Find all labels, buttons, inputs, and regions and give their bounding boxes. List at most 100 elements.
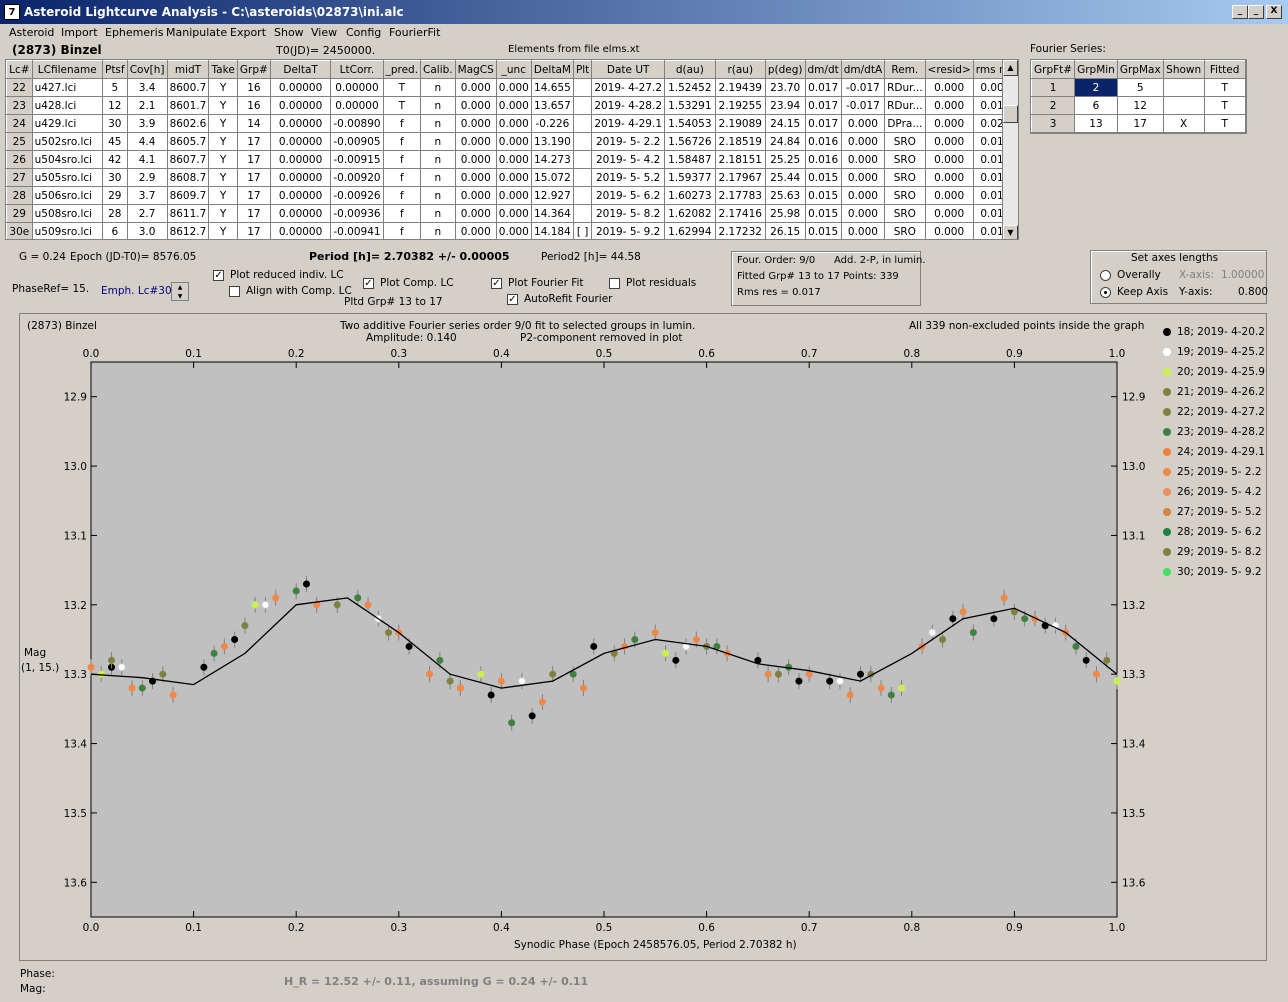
table-cell[interactable]: 26.15 (764, 222, 806, 239)
table-cell[interactable]: -0.00905 (330, 132, 384, 151)
table-row[interactable]: 26 u504sro.lci 42 4.1 8607.7 Y 17 0.00000 -0.009… (6, 150, 1018, 169)
lc-col-header[interactable]: DeltaT (269, 60, 332, 79)
table-cell[interactable]: 0.000 (495, 186, 532, 205)
table-cell[interactable]: 3.7 (126, 186, 168, 205)
table-cell[interactable]: f (382, 114, 422, 133)
table-cell[interactable]: 1.52452 (664, 78, 716, 97)
fourier-cell[interactable]: 2 (1030, 96, 1076, 115)
table-cell[interactable]: 26 (6, 150, 33, 169)
lc-col-header[interactable]: midT (166, 60, 210, 79)
lc-col-header[interactable]: dm/dt (804, 60, 842, 79)
table-cell[interactable]: 0.000 (924, 150, 974, 169)
table-cell[interactable]: 2019- 5- 5.2 (591, 168, 666, 187)
table-cell[interactable]: T (382, 96, 422, 115)
table-cell[interactable]: n (420, 150, 456, 169)
table-cell[interactable]: 45 (101, 132, 128, 151)
scroll-up-icon[interactable]: ▲ (1003, 60, 1018, 76)
table-cell[interactable]: 0.000 (454, 150, 497, 169)
table-cell[interactable]: -0.00890 (330, 114, 384, 133)
table-cell[interactable]: 0.000 (454, 204, 497, 223)
table-cell[interactable]: SRO (884, 222, 926, 239)
table-cell[interactable]: u504sro.lci (31, 150, 103, 169)
table-cell[interactable]: 5 (101, 78, 128, 97)
fourier-cell[interactable]: 12 (1116, 96, 1164, 115)
table-cell[interactable]: 1.56726 (664, 132, 716, 151)
table-cell[interactable]: 0.000 (924, 222, 974, 239)
table-cell[interactable]: 2.19089 (714, 114, 766, 133)
table-cell[interactable]: 42 (101, 150, 128, 169)
table-cell[interactable]: 28 (6, 186, 33, 205)
fourier-row[interactable]: 3 13 17 X T (1030, 114, 1246, 133)
table-cell[interactable]: RDur... (884, 78, 926, 97)
plot-residuals-checkbox[interactable] (609, 278, 620, 289)
lc-col-header[interactable]: Grp# (236, 60, 271, 79)
plot-fourier-checkbox[interactable]: ✓ (491, 278, 502, 289)
table-cell[interactable]: 0.000 (454, 132, 497, 151)
table-cell[interactable]: f (382, 168, 422, 187)
lc-col-header[interactable]: Lc# (6, 60, 33, 79)
table-cell[interactable]: 0.000 (840, 204, 886, 223)
table-cell[interactable]: 6 (101, 222, 128, 239)
table-cell[interactable]: [ ] (572, 222, 593, 239)
table-cell[interactable]: 8612.7 (166, 222, 210, 239)
table-cell[interactable]: f (382, 132, 422, 151)
fourier-col-header[interactable]: Shown (1162, 60, 1205, 79)
lc-col-header[interactable]: _unc (495, 60, 532, 79)
table-cell[interactable]: 2019- 4-27.2 (591, 78, 666, 97)
fourier-cell[interactable]: 17 (1116, 114, 1164, 133)
table-cell[interactable]: T (382, 78, 422, 97)
table-cell[interactable]: 0.00000 (269, 78, 332, 97)
table-cell[interactable]: 0.000 (495, 204, 532, 223)
table-cell[interactable]: Y (208, 168, 238, 187)
table-cell[interactable]: 2.18151 (714, 150, 766, 169)
table-cell[interactable]: 1.59377 (664, 168, 716, 187)
table-cell[interactable]: 30 (101, 114, 128, 133)
table-cell[interactable]: 0.000 (840, 222, 886, 239)
lc-col-header[interactable]: p(deg) (764, 60, 806, 79)
fourier-cell[interactable]: 1 (1030, 78, 1076, 97)
table-cell[interactable]: 25.63 (764, 186, 806, 205)
fourier-cell[interactable] (1162, 96, 1205, 115)
menu-import[interactable]: Import (61, 26, 98, 39)
table-cell[interactable]: 30 (101, 168, 128, 187)
table-cell[interactable]: 1.62994 (664, 222, 716, 239)
menu-manipulate[interactable]: Manipulate (166, 26, 228, 39)
lc-col-header[interactable]: DeltaM (530, 60, 574, 79)
table-row[interactable]: 29 u508sro.lci 28 2.7 8611.7 Y 17 0.00000 -0.009… (6, 204, 1018, 223)
table-cell[interactable]: Y (208, 114, 238, 133)
table-cell[interactable]: 1.53291 (664, 96, 716, 115)
fourier-cell[interactable]: 13 (1074, 114, 1118, 133)
fourier-col-header[interactable]: GrpMax (1116, 60, 1164, 79)
table-cell[interactable]: 0.000 (495, 78, 532, 97)
table-cell[interactable]: 0.00000 (269, 96, 332, 115)
table-cell[interactable]: SRO (884, 186, 926, 205)
table-cell[interactable]: n (420, 114, 456, 133)
lc-col-header[interactable]: dm/dtA (840, 60, 886, 79)
table-cell[interactable]: n (420, 222, 456, 239)
table-cell[interactable]: 2.18519 (714, 132, 766, 151)
table-cell[interactable]: 0.00000 (269, 168, 332, 187)
close-button[interactable]: X (1266, 5, 1282, 19)
table-cell[interactable]: 0.00000 (269, 222, 332, 239)
table-cell[interactable]: Y (208, 150, 238, 169)
fourier-row[interactable]: 2 6 12 T (1030, 96, 1246, 115)
table-cell[interactable]: 2.7 (126, 204, 168, 223)
table-cell[interactable]: 2019- 5- 6.2 (591, 186, 666, 205)
menu-fourierfit[interactable]: FourierFit (389, 26, 441, 39)
scroll-thumb[interactable] (1003, 105, 1018, 123)
table-cell[interactable]: 3.4 (126, 78, 168, 97)
table-cell[interactable]: 16 (236, 78, 271, 97)
table-cell[interactable]: 8608.7 (166, 168, 210, 187)
table-cell[interactable] (572, 150, 593, 169)
autorefit-checkbox[interactable]: ✓ (507, 294, 518, 305)
lc-table-scrollbar[interactable]: ▲ ▼ (1002, 60, 1018, 239)
table-cell[interactable] (572, 168, 593, 187)
table-cell[interactable]: 4.1 (126, 150, 168, 169)
table-cell[interactable]: 24.15 (764, 114, 806, 133)
table-cell[interactable]: 0.00000 (269, 150, 332, 169)
lc-col-header[interactable]: MagCS (454, 60, 497, 79)
table-cell[interactable]: 0.000 (495, 114, 532, 133)
table-cell[interactable]: 17 (236, 168, 271, 187)
x-axis-value[interactable]: 1.00000 (1221, 269, 1265, 281)
